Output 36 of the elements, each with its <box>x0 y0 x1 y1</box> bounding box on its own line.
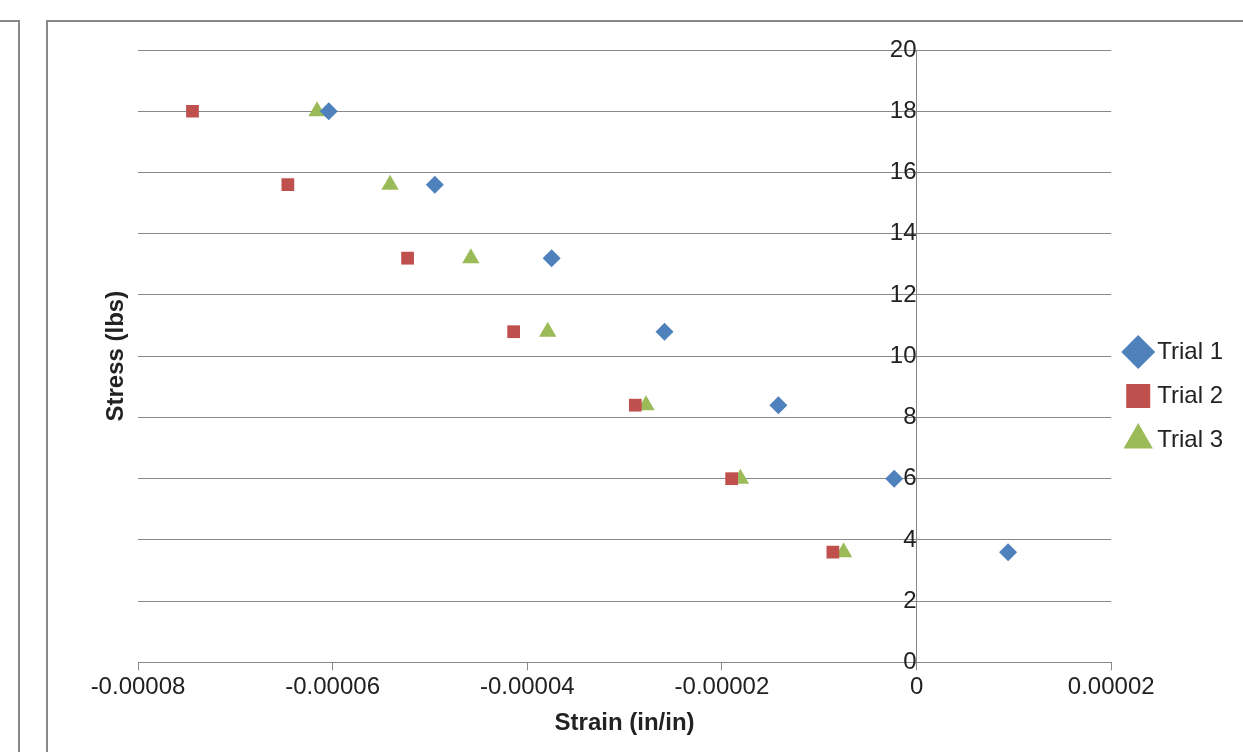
y-tick-label: 6 <box>903 463 917 491</box>
point <box>281 178 295 192</box>
y-tick-label: 10 <box>889 340 917 368</box>
point <box>826 545 840 559</box>
x-tick-label: -0.00004 <box>479 672 575 700</box>
point <box>507 325 521 339</box>
y-tick-label: 14 <box>889 218 917 246</box>
y-tick-label: 16 <box>889 157 917 185</box>
y-tick-label: 4 <box>903 524 917 552</box>
point <box>186 104 199 118</box>
y-tick-label: 20 <box>889 34 917 62</box>
point <box>885 469 904 488</box>
point <box>542 249 561 268</box>
y-tick-label: 18 <box>889 95 917 123</box>
point <box>462 248 480 264</box>
point <box>425 175 444 194</box>
point <box>769 396 788 415</box>
x-tick-label: 0.00002 <box>1067 672 1155 700</box>
point <box>725 472 739 486</box>
y-tick-label: 12 <box>889 279 917 307</box>
point <box>628 398 642 412</box>
y-tick-label: 8 <box>903 402 917 430</box>
x-tick-label: -0.00002 <box>674 672 770 700</box>
x-tick-label: -0.00008 <box>90 672 186 700</box>
point <box>999 543 1018 562</box>
y-tick-label: 0 <box>903 647 917 675</box>
point <box>319 102 338 121</box>
legend-label: Trial 3 <box>1157 424 1224 452</box>
point <box>401 251 414 265</box>
legend-label: Trial 2 <box>1157 380 1224 408</box>
point <box>655 322 674 341</box>
x-tick-label: -0.00006 <box>285 672 381 700</box>
y-axis-title: Stress (lbs) <box>100 290 128 422</box>
x-axis-title: Strain (in/in) <box>554 708 695 736</box>
legend-label: Trial 1 <box>1157 336 1224 364</box>
y-tick-label: 2 <box>903 585 917 613</box>
